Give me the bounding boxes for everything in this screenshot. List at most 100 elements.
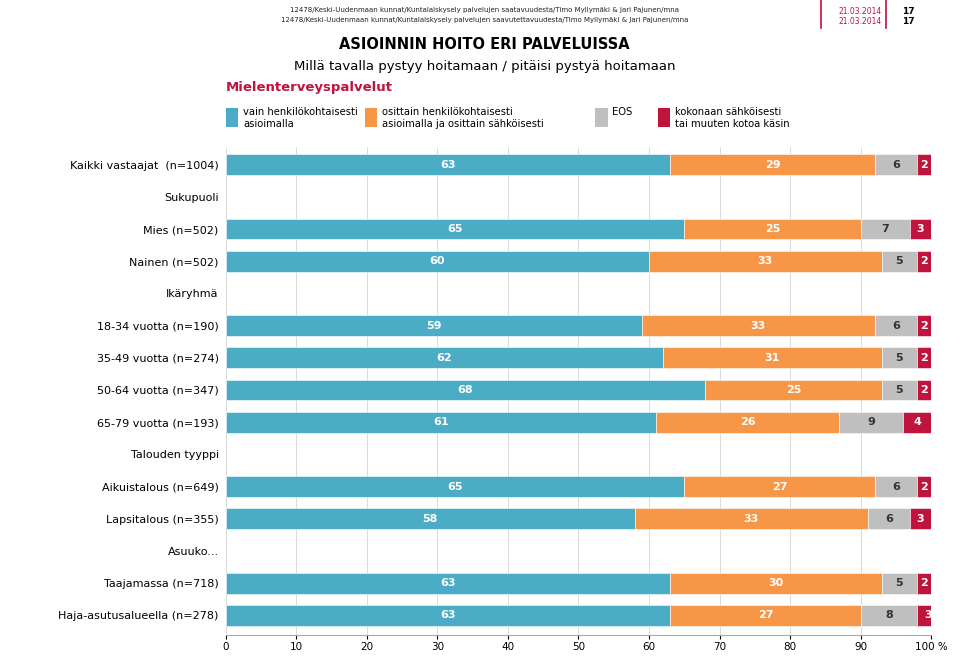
Text: 3: 3 — [924, 611, 931, 621]
Text: 27: 27 — [772, 482, 787, 492]
Text: 8: 8 — [885, 611, 893, 621]
Text: Millä tavalla pystyy hoitamaan / pitäisi pystyä hoitamaan: Millä tavalla pystyy hoitamaan / pitäisi… — [294, 60, 676, 73]
Bar — [226, 476, 684, 497]
Bar — [226, 154, 670, 175]
Bar — [882, 572, 917, 594]
Bar — [917, 315, 931, 336]
Bar — [917, 476, 931, 497]
Text: 5: 5 — [896, 385, 903, 395]
Bar — [882, 347, 917, 368]
Text: 58: 58 — [422, 514, 438, 524]
Text: 25: 25 — [786, 385, 802, 395]
Text: 27: 27 — [757, 611, 773, 621]
Bar — [860, 605, 917, 626]
Text: 2: 2 — [921, 482, 928, 492]
Text: 2: 2 — [921, 353, 928, 363]
Text: 6: 6 — [885, 514, 893, 524]
Text: 3: 3 — [917, 224, 924, 234]
Text: 2: 2 — [921, 257, 928, 267]
Text: 12478/Keski-Uudenmaan kunnat/Kuntalaiskysely palvelujen saavutettavuudesta/Timo : 12478/Keski-Uudenmaan kunnat/Kuntalaisky… — [281, 17, 688, 23]
Text: 26: 26 — [740, 417, 756, 427]
Bar — [642, 315, 875, 336]
Bar — [910, 218, 931, 240]
Text: 17: 17 — [902, 7, 915, 15]
Bar — [226, 250, 649, 272]
Bar — [875, 476, 917, 497]
Text: 3: 3 — [917, 514, 924, 524]
Text: 30: 30 — [768, 578, 783, 588]
Text: 61: 61 — [433, 417, 448, 427]
Text: 12478/Keski-Uudenmaan kunnat/Kuntalaiskysely palvelujen saatavuudesta/Timo Mylly: 12478/Keski-Uudenmaan kunnat/Kuntalaisky… — [290, 7, 680, 13]
Text: 33: 33 — [751, 321, 766, 331]
Bar — [917, 347, 931, 368]
Text: 65: 65 — [447, 224, 463, 234]
Bar — [706, 379, 882, 400]
Bar — [226, 347, 663, 368]
Bar — [917, 605, 938, 626]
Text: 2: 2 — [921, 578, 928, 588]
Text: 65: 65 — [447, 482, 463, 492]
Bar — [226, 508, 635, 529]
Bar — [670, 605, 860, 626]
Text: vain henkilökohtaisesti
asioimalla: vain henkilökohtaisesti asioimalla — [243, 107, 358, 130]
Text: 6: 6 — [892, 321, 900, 331]
Text: 6: 6 — [892, 482, 900, 492]
Text: 62: 62 — [437, 353, 452, 363]
Text: 63: 63 — [440, 578, 456, 588]
Bar — [917, 379, 931, 400]
Bar — [649, 250, 882, 272]
Bar — [226, 218, 684, 240]
Text: 2: 2 — [921, 385, 928, 395]
Bar — [910, 508, 931, 529]
Text: 33: 33 — [757, 257, 773, 267]
Bar — [917, 572, 931, 594]
Bar — [868, 508, 910, 529]
Bar — [663, 347, 882, 368]
Text: Mielenterveyspalvelut: Mielenterveyspalvelut — [226, 81, 393, 94]
Bar — [917, 250, 931, 272]
Bar — [226, 572, 670, 594]
Text: 21.03.2014: 21.03.2014 — [838, 17, 881, 25]
Text: 25: 25 — [765, 224, 780, 234]
Bar — [875, 154, 917, 175]
Bar — [882, 379, 917, 400]
Text: 60: 60 — [429, 257, 445, 267]
Text: 5: 5 — [896, 578, 903, 588]
Bar — [670, 154, 875, 175]
Bar — [903, 411, 931, 433]
Text: 17: 17 — [902, 17, 915, 25]
Text: taloustutkimus oy: taloustutkimus oy — [31, 14, 185, 29]
Text: ASIOINNIN HOITO ERI PALVELUISSA: ASIOINNIN HOITO ERI PALVELUISSA — [340, 37, 630, 51]
Bar — [882, 250, 917, 272]
Text: 7: 7 — [881, 224, 889, 234]
Bar — [226, 411, 656, 433]
Text: 2: 2 — [921, 160, 928, 170]
Bar — [670, 572, 882, 594]
Text: 21.03.2014: 21.03.2014 — [838, 7, 881, 15]
Bar — [860, 218, 910, 240]
Text: EOS: EOS — [612, 107, 633, 117]
Text: 68: 68 — [458, 385, 473, 395]
Bar — [635, 508, 868, 529]
Text: 9: 9 — [867, 417, 876, 427]
Bar — [226, 605, 670, 626]
Bar — [684, 218, 860, 240]
Bar — [839, 411, 903, 433]
Bar — [226, 315, 642, 336]
Bar — [917, 154, 931, 175]
Text: kokonaan sähköisesti
tai muuten kotoa käsin: kokonaan sähköisesti tai muuten kotoa kä… — [675, 107, 789, 130]
Text: 63: 63 — [440, 160, 456, 170]
Text: 29: 29 — [764, 160, 780, 170]
Text: 6: 6 — [892, 160, 900, 170]
Text: 4: 4 — [913, 417, 921, 427]
Bar — [226, 379, 706, 400]
Text: 5: 5 — [896, 353, 903, 363]
Text: 63: 63 — [440, 611, 456, 621]
Text: 5: 5 — [896, 257, 903, 267]
Text: 59: 59 — [426, 321, 442, 331]
Text: 31: 31 — [765, 353, 780, 363]
Bar — [684, 476, 875, 497]
Text: 33: 33 — [744, 514, 759, 524]
Bar — [656, 411, 839, 433]
Bar — [875, 315, 917, 336]
